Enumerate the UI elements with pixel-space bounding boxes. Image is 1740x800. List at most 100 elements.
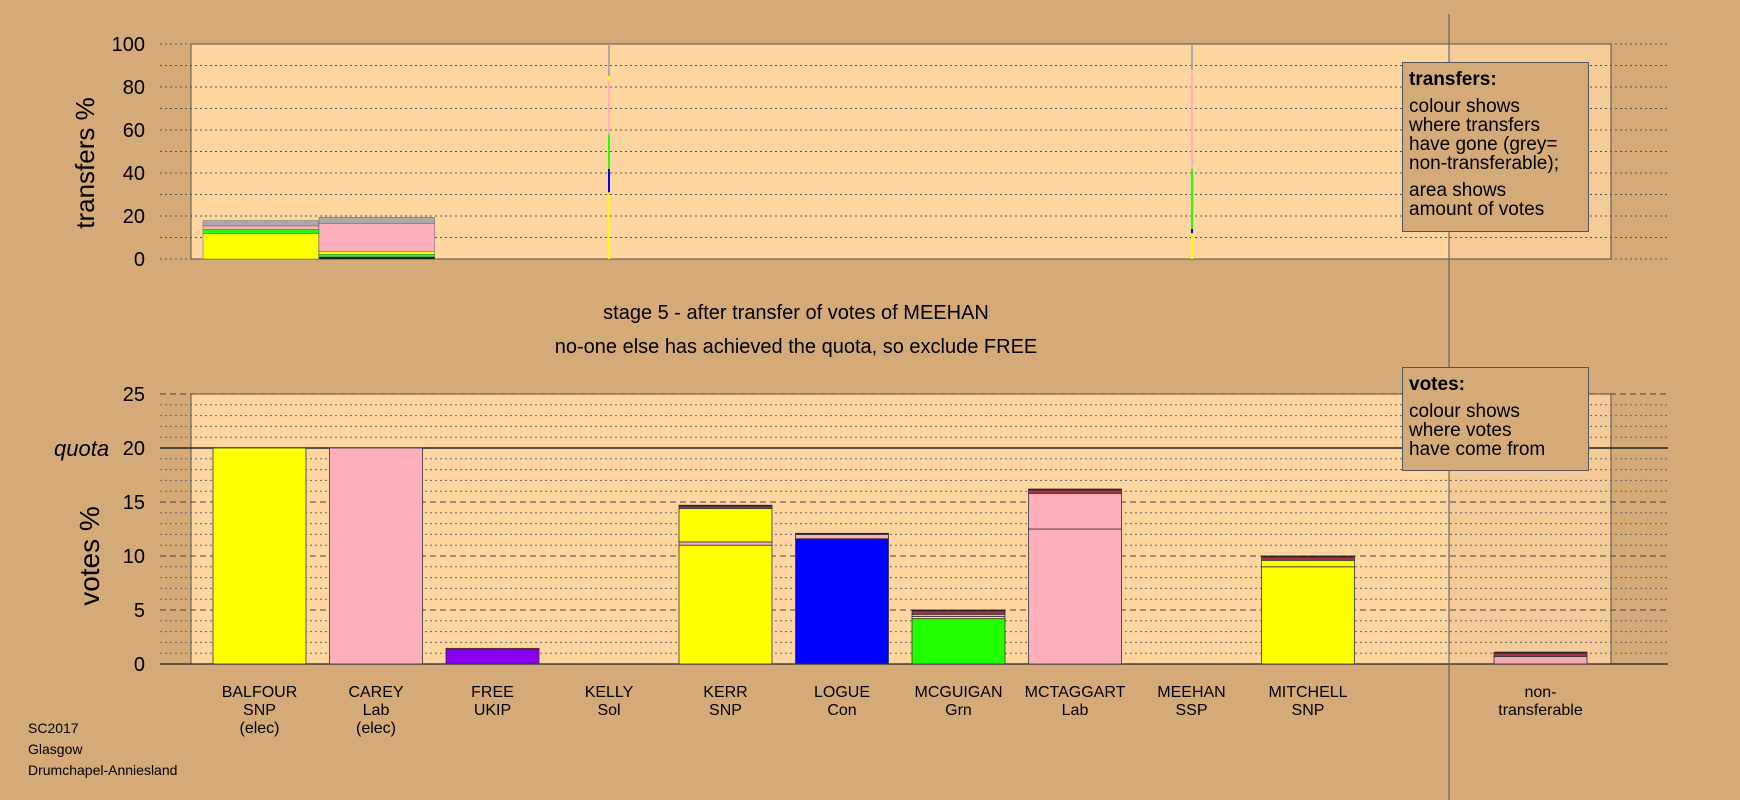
vote-bar-nontransferable bbox=[1493, 651, 1588, 654]
votes-legend-title: votes: bbox=[1409, 374, 1465, 395]
transfers-legend-line: area shows bbox=[1409, 180, 1507, 201]
votes-tick-label: 10 bbox=[123, 546, 145, 568]
footer-ward: Drumchapel-Anniesland bbox=[28, 762, 178, 778]
transfer-segment-balfour bbox=[202, 229, 319, 234]
transfer-segment-carey bbox=[318, 251, 435, 255]
candidate-party: SNP bbox=[709, 702, 742, 719]
candidate-party: Lab bbox=[1062, 702, 1089, 719]
footer-council: Glasgow bbox=[28, 741, 83, 757]
vote-bar-mctaggart bbox=[1028, 492, 1122, 530]
nontransferable-label: transferable bbox=[1498, 702, 1583, 719]
candidate-name: MCTAGGART bbox=[1025, 684, 1126, 701]
transfers-legend: transfers: colour shows where transfers … bbox=[1402, 62, 1589, 232]
transfers-legend-line: non-transferable); bbox=[1409, 153, 1559, 174]
votes-legend-line: have come from bbox=[1409, 439, 1546, 460]
votes-plot-area bbox=[190, 393, 1612, 665]
candidate-party: Grn bbox=[945, 702, 972, 719]
votes-tick-label: 5 bbox=[134, 600, 145, 622]
votes-tick-label: 20 bbox=[123, 438, 145, 460]
transfer-segment-meehan bbox=[1191, 233, 1193, 259]
candidate-name: KERR bbox=[703, 684, 747, 701]
vote-bar-free bbox=[445, 647, 540, 650]
candidate-party: SNP bbox=[243, 702, 276, 719]
nontransferable-label: non- bbox=[1524, 684, 1556, 701]
vote-bar-mctaggart bbox=[1028, 489, 1122, 494]
footer-election: SC2017 bbox=[28, 720, 79, 736]
candidate-name: MEEHAN bbox=[1157, 684, 1225, 701]
transfers-tick-label: 20 bbox=[123, 206, 145, 228]
stage-title: stage 5 - after transfer of votes of MEE… bbox=[603, 302, 989, 324]
vote-bar-mcguigan bbox=[911, 609, 1006, 612]
candidate-party: SNP bbox=[1292, 702, 1325, 719]
vote-bar-mitchell bbox=[1261, 556, 1355, 561]
vote-bar-mitchell bbox=[1261, 555, 1355, 558]
votes-legend-line: where votes bbox=[1409, 420, 1512, 441]
vote-bar-mctaggart bbox=[1028, 528, 1122, 665]
candidate-name: MCGUIGAN bbox=[915, 684, 1003, 701]
transfers-tick-label: 0 bbox=[134, 249, 145, 271]
transfers-tick-label: 40 bbox=[123, 163, 145, 185]
candidate-name: BALFOUR bbox=[222, 684, 298, 701]
transfer-segment-free bbox=[608, 168, 610, 193]
transfers-tick-label: 100 bbox=[112, 34, 145, 56]
transfer-segment-meehan bbox=[1191, 228, 1193, 234]
candidate-party: Sol bbox=[597, 702, 620, 719]
candidate-status: (elec) bbox=[356, 720, 396, 737]
transfer-segment-balfour bbox=[202, 225, 319, 230]
votes-legend: votes: colour shows where votes have com… bbox=[1402, 367, 1589, 471]
candidate-party: Con bbox=[827, 702, 856, 719]
vote-bar-kerr bbox=[678, 544, 773, 665]
transfers-axis-label: transfers % bbox=[70, 97, 100, 229]
vote-bar-mitchell bbox=[1261, 566, 1355, 665]
transfer-segment-balfour bbox=[202, 233, 319, 260]
transfer-segment-meehan bbox=[1191, 44, 1193, 70]
vote-bar-mcguigan bbox=[911, 610, 1006, 615]
vote-bar-kerr bbox=[678, 504, 773, 507]
transfers-legend-line: amount of votes bbox=[1409, 199, 1545, 220]
transfer-segment-free bbox=[608, 192, 610, 259]
vote-bar-carey bbox=[329, 447, 423, 665]
candidate-name: LOGUE bbox=[814, 684, 870, 701]
transfers-panel: 0 20 40 60 80 100 bbox=[112, 34, 1668, 271]
vote-bar-logue bbox=[795, 538, 889, 665]
transfer-segment-meehan bbox=[1191, 168, 1193, 229]
stage-subtitle: no-one else has achieved the quota, so e… bbox=[555, 336, 1038, 358]
transfer-segment-free bbox=[608, 80, 610, 135]
transfer-segment-carey bbox=[318, 254, 435, 258]
transfer-segment-free bbox=[608, 44, 610, 77]
votes-tick-label: 0 bbox=[134, 654, 145, 676]
transfer-segment-free bbox=[608, 76, 610, 81]
vote-bar-kerr bbox=[678, 508, 773, 543]
votes-legend-line: colour shows bbox=[1409, 401, 1520, 422]
candidate-party: SSP bbox=[1175, 702, 1207, 719]
footer-info: SC2017 Glasgow Drumchapel-Anniesland bbox=[28, 718, 177, 781]
candidate-name: MITCHELL bbox=[1268, 684, 1347, 701]
quota-label: quota bbox=[54, 436, 109, 461]
transfers-legend-line: have gone (grey= bbox=[1409, 134, 1558, 155]
transfer-segment-carey bbox=[318, 217, 435, 224]
votes-axis-label: votes % bbox=[74, 506, 105, 606]
candidate-name: CAREY bbox=[348, 684, 403, 701]
transfers-legend-line: colour shows bbox=[1409, 96, 1520, 117]
transfers-legend-title: transfers: bbox=[1409, 69, 1497, 90]
transfer-segment-carey bbox=[318, 223, 435, 252]
vote-bar-logue bbox=[795, 534, 889, 540]
transfers-tick-label: 80 bbox=[123, 77, 145, 99]
transfer-segment-balfour bbox=[202, 220, 319, 227]
candidate-party: UKIP bbox=[474, 702, 511, 719]
transfer-segment-carey bbox=[318, 256, 435, 260]
transfers-tick-label: 60 bbox=[123, 120, 145, 142]
transfer-segment-free bbox=[608, 134, 610, 169]
votes-panel: 0510152025BALFOURSNP(elec)CAREYLab(elec)… bbox=[123, 384, 1668, 737]
vote-bar-free bbox=[445, 649, 540, 665]
vote-bar-mctaggart bbox=[1028, 488, 1122, 491]
votes-tick-label: 25 bbox=[123, 384, 145, 406]
transfer-segment-meehan bbox=[1191, 69, 1193, 169]
transfers-legend-line: where transfers bbox=[1409, 115, 1540, 136]
votes-tick-label: 15 bbox=[123, 492, 145, 514]
vote-bar-kerr bbox=[678, 541, 773, 546]
vote-bar-balfour bbox=[212, 447, 307, 665]
vote-bar-mcguigan bbox=[911, 618, 1006, 665]
candidate-name: KELLY bbox=[585, 684, 634, 701]
